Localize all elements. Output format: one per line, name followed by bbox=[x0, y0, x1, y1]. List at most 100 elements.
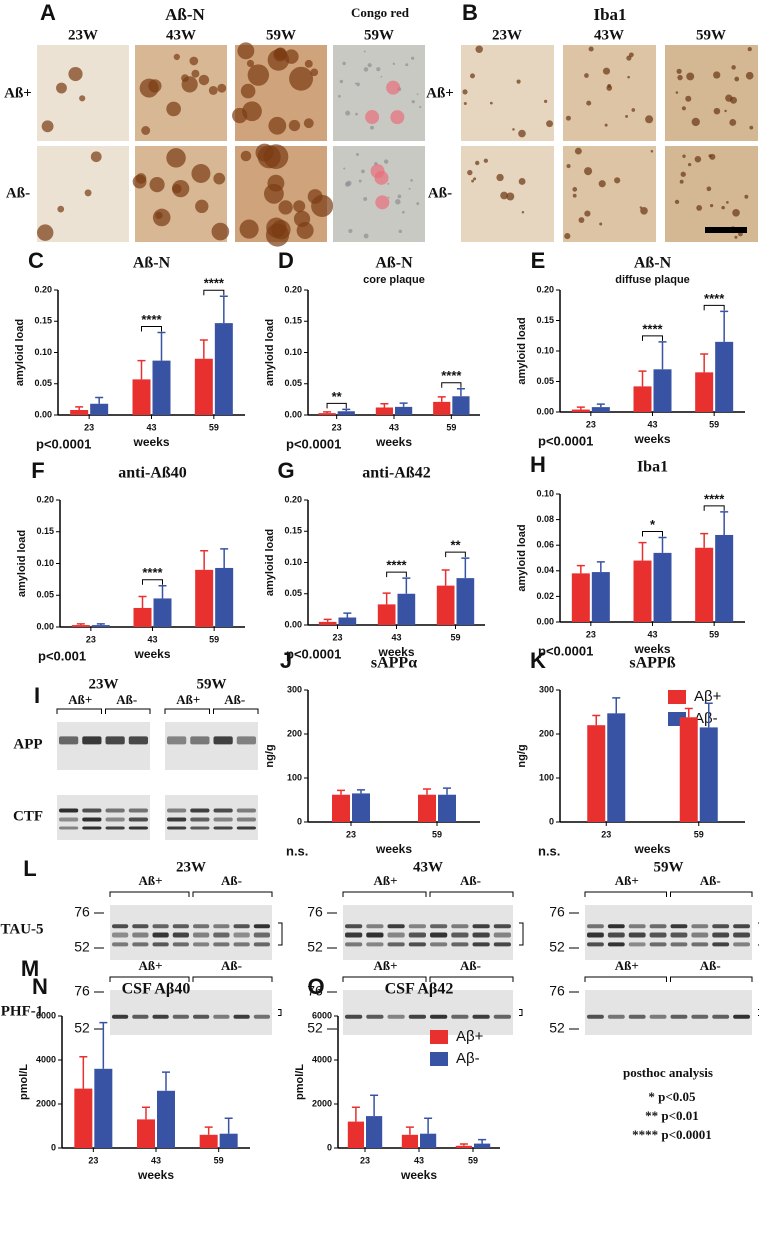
band bbox=[366, 1014, 384, 1019]
bar bbox=[157, 1090, 175, 1148]
y-axis-label: ng/g bbox=[264, 744, 276, 767]
cell bbox=[696, 204, 703, 211]
p-value: p<0.001 bbox=[38, 648, 86, 663]
band bbox=[105, 736, 125, 745]
band bbox=[649, 1014, 667, 1019]
bar bbox=[71, 625, 90, 627]
marker-label: 76 bbox=[549, 983, 565, 999]
x-axis-label: weeks bbox=[633, 642, 670, 656]
bar bbox=[318, 413, 336, 415]
y-tick-label: 2000 bbox=[312, 1098, 332, 1108]
cell bbox=[239, 219, 259, 239]
cell bbox=[483, 158, 489, 163]
bar bbox=[456, 578, 475, 625]
panel-letter: K bbox=[530, 648, 546, 673]
cell bbox=[84, 189, 92, 197]
bar bbox=[591, 407, 610, 412]
marker-label: 76 bbox=[307, 983, 323, 999]
band bbox=[82, 817, 102, 822]
cell bbox=[198, 74, 210, 86]
chart-title: sAPPß bbox=[629, 655, 675, 672]
band bbox=[213, 924, 230, 929]
cell bbox=[383, 159, 389, 164]
legend-label: Aβ+ bbox=[456, 1028, 484, 1045]
significance: * bbox=[650, 517, 656, 532]
bar bbox=[375, 407, 393, 415]
bracket bbox=[142, 579, 163, 585]
chart-title: sAPPα bbox=[371, 655, 417, 672]
cell bbox=[572, 187, 578, 192]
band bbox=[172, 924, 189, 929]
blot bbox=[165, 722, 258, 770]
cell bbox=[706, 186, 712, 192]
error-bar bbox=[720, 310, 729, 342]
band bbox=[649, 924, 667, 929]
error-bar bbox=[700, 532, 709, 548]
legend-swatch bbox=[430, 1052, 448, 1066]
band bbox=[430, 942, 448, 947]
error-bar bbox=[700, 353, 709, 373]
cell bbox=[370, 125, 374, 130]
column-label: 43W bbox=[594, 27, 624, 43]
group-label: 59W bbox=[197, 676, 227, 692]
column-label: 59W bbox=[266, 27, 296, 43]
x-tick-label: 23 bbox=[84, 422, 94, 432]
band bbox=[128, 736, 148, 745]
posthoc-line: * p<0.05 bbox=[648, 1089, 696, 1104]
band bbox=[712, 942, 730, 947]
band bbox=[451, 932, 469, 938]
cell bbox=[57, 205, 65, 213]
group-label: Aß- bbox=[460, 873, 481, 888]
band bbox=[233, 932, 250, 938]
cell bbox=[141, 126, 151, 135]
bracket bbox=[109, 891, 273, 897]
band bbox=[607, 932, 625, 938]
x-axis-label: weeks bbox=[633, 842, 670, 856]
cell bbox=[677, 74, 683, 81]
band bbox=[691, 924, 709, 929]
cell bbox=[410, 179, 413, 182]
band bbox=[112, 1014, 129, 1019]
cell bbox=[726, 201, 729, 204]
cell bbox=[416, 202, 420, 206]
band bbox=[607, 924, 625, 929]
bracket bbox=[584, 891, 753, 897]
error-bar bbox=[478, 1138, 487, 1144]
cell bbox=[572, 193, 577, 198]
cell bbox=[246, 59, 255, 68]
error-bar bbox=[323, 618, 332, 622]
cell bbox=[747, 47, 752, 52]
error-bar bbox=[138, 595, 147, 608]
bracket bbox=[386, 571, 407, 578]
congo bbox=[386, 80, 401, 95]
bar bbox=[420, 1133, 437, 1148]
bar bbox=[474, 1143, 491, 1148]
bar bbox=[653, 369, 672, 412]
cell bbox=[345, 110, 351, 116]
marker-label: 52 bbox=[549, 939, 565, 955]
cell bbox=[148, 79, 162, 93]
marker-label: 52 bbox=[549, 1020, 565, 1036]
x-tick-label: 59 bbox=[446, 422, 456, 432]
bar bbox=[395, 406, 413, 415]
bar bbox=[133, 607, 152, 627]
cell bbox=[149, 177, 165, 193]
error-bar bbox=[461, 557, 470, 579]
bar bbox=[633, 560, 652, 622]
y-tick-label: 0 bbox=[297, 816, 302, 826]
chart-title: anti-Aß40 bbox=[118, 465, 186, 482]
group-label: Aß- bbox=[224, 692, 245, 707]
band bbox=[345, 924, 363, 929]
significance: **** bbox=[704, 491, 725, 506]
band bbox=[493, 932, 511, 938]
bar bbox=[352, 793, 370, 822]
y-tick-label: 0 bbox=[549, 816, 554, 826]
significance: **** bbox=[142, 565, 163, 580]
x-tick-label: 59 bbox=[709, 629, 719, 639]
panel-letter: A bbox=[40, 0, 56, 25]
bar bbox=[397, 593, 416, 625]
x-tick-label: 43 bbox=[414, 1155, 424, 1165]
band bbox=[430, 1014, 448, 1019]
blot-title: 23W bbox=[176, 859, 206, 875]
band bbox=[213, 932, 230, 938]
